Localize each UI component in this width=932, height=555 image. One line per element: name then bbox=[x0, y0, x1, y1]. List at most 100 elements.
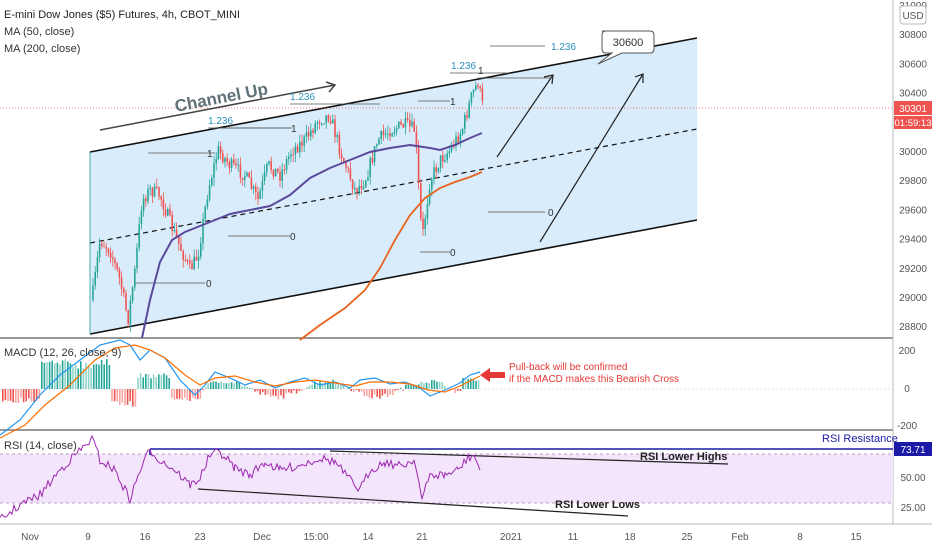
candle-body-26 bbox=[149, 188, 151, 189]
macd-hist-35 bbox=[93, 365, 95, 389]
candle-body-171 bbox=[468, 103, 470, 118]
fib-1-236-label-a: 1.236 bbox=[208, 116, 233, 127]
candle-body-55 bbox=[213, 163, 215, 178]
macd-hist-15 bbox=[41, 362, 43, 389]
candle-body-60 bbox=[224, 158, 226, 162]
candle-body-19 bbox=[134, 268, 136, 287]
candle-body-39 bbox=[178, 237, 180, 244]
fib-0-label-a: 0 bbox=[206, 279, 212, 290]
candle-body-57 bbox=[218, 146, 220, 159]
candle-body-122 bbox=[361, 186, 363, 189]
macd-hist-154 bbox=[402, 389, 404, 391]
candle-body-86 bbox=[281, 170, 283, 181]
macd-hist-53 bbox=[140, 373, 142, 389]
macd-hist-113 bbox=[296, 389, 298, 394]
macd-hist-149 bbox=[389, 389, 391, 395]
macd-hist-77 bbox=[202, 389, 204, 390]
macd-hist-17 bbox=[46, 362, 48, 389]
macd-hist-93 bbox=[244, 386, 246, 389]
candle-body-10 bbox=[114, 259, 116, 263]
candle-body-81 bbox=[270, 161, 272, 169]
candle-body-13 bbox=[121, 277, 123, 289]
candle-body-11 bbox=[116, 263, 118, 269]
macd-hist-128 bbox=[335, 384, 337, 389]
macd-hist-25 bbox=[67, 362, 69, 389]
macd-hist-174 bbox=[454, 389, 456, 393]
candle-body-23 bbox=[143, 198, 145, 211]
candle-body-175 bbox=[477, 85, 479, 86]
time-tick-3: 23 bbox=[194, 532, 206, 543]
price-tick-29200: 29200 bbox=[899, 264, 927, 275]
macd-hist-142 bbox=[371, 389, 373, 398]
candle-body-93 bbox=[297, 147, 299, 153]
macd-hist-1 bbox=[5, 389, 7, 400]
macd-hist-63 bbox=[166, 375, 168, 389]
macd-pane[interactable] bbox=[0, 340, 893, 438]
candle-body-129 bbox=[376, 145, 378, 147]
macd-hist-155 bbox=[405, 385, 407, 389]
fib-1-label-a: 1 bbox=[207, 149, 213, 160]
candle-body-74 bbox=[255, 186, 257, 192]
candle-body-7 bbox=[108, 249, 110, 253]
macd-hist-95 bbox=[249, 388, 251, 389]
candle-body-173 bbox=[473, 90, 475, 92]
candle-body-108 bbox=[330, 121, 332, 123]
macd-hist-37 bbox=[98, 365, 100, 389]
candle-body-42 bbox=[185, 260, 187, 261]
macd-hist-78 bbox=[205, 387, 207, 389]
macd-hist-67 bbox=[176, 389, 178, 399]
macd-tick-200: 200 bbox=[899, 346, 916, 357]
candle-body-29 bbox=[156, 186, 158, 187]
macd-hist-108 bbox=[283, 389, 285, 398]
candle-body-157 bbox=[438, 168, 440, 172]
candle-body-24 bbox=[145, 198, 147, 201]
candle-body-2 bbox=[97, 257, 99, 272]
macd-hist-9 bbox=[25, 389, 27, 401]
macd-hist-121 bbox=[317, 384, 319, 389]
macd-hist-0 bbox=[2, 389, 4, 402]
candle-body-106 bbox=[325, 115, 327, 123]
macd-hist-156 bbox=[408, 385, 410, 389]
candle-body-43 bbox=[187, 260, 189, 261]
macd-hist-4 bbox=[12, 389, 14, 402]
macd-hist-20 bbox=[54, 363, 56, 389]
macd-hist-86 bbox=[226, 383, 228, 389]
time-tick-10: 18 bbox=[624, 532, 636, 543]
macd-tick-minus-200: -200 bbox=[897, 421, 917, 432]
fib-1-label-c: 1 bbox=[450, 97, 456, 108]
candle-body-101 bbox=[314, 123, 316, 133]
macd-hist-112 bbox=[293, 389, 295, 390]
candle-body-154 bbox=[431, 179, 433, 189]
price-tick-30000: 30000 bbox=[899, 147, 927, 158]
candle-body-89 bbox=[288, 157, 290, 160]
time-tick-2: 16 bbox=[139, 532, 151, 543]
macd-hist-176 bbox=[460, 389, 462, 391]
candle-body-50 bbox=[202, 219, 204, 243]
candle-body-104 bbox=[321, 124, 323, 125]
current-price-text: 30301 bbox=[899, 104, 927, 115]
candle-body-20 bbox=[136, 248, 138, 269]
macd-hist-65 bbox=[171, 389, 173, 398]
candle-body-80 bbox=[268, 161, 270, 164]
macd-hist-34 bbox=[90, 368, 92, 389]
candle-body-120 bbox=[356, 188, 358, 192]
candle-body-117 bbox=[350, 168, 352, 179]
candle-body-124 bbox=[365, 181, 367, 187]
rsi-label: RSI (14, close) bbox=[4, 440, 77, 452]
macd-hist-49 bbox=[129, 389, 131, 401]
candle-body-36 bbox=[171, 215, 173, 231]
candle-body-56 bbox=[215, 159, 217, 163]
time-tick-14: 15 bbox=[850, 532, 862, 543]
candle-body-59 bbox=[222, 153, 224, 162]
candle-body-73 bbox=[253, 186, 255, 188]
macd-hist-157 bbox=[410, 385, 412, 389]
candle-body-177 bbox=[482, 88, 484, 101]
macd-hist-90 bbox=[236, 382, 238, 389]
candle-body-52 bbox=[207, 199, 209, 206]
price-tick-30600: 30600 bbox=[899, 59, 927, 70]
candle-body-92 bbox=[295, 147, 297, 155]
macd-hist-57 bbox=[150, 378, 152, 389]
candle-body-63 bbox=[231, 159, 233, 167]
